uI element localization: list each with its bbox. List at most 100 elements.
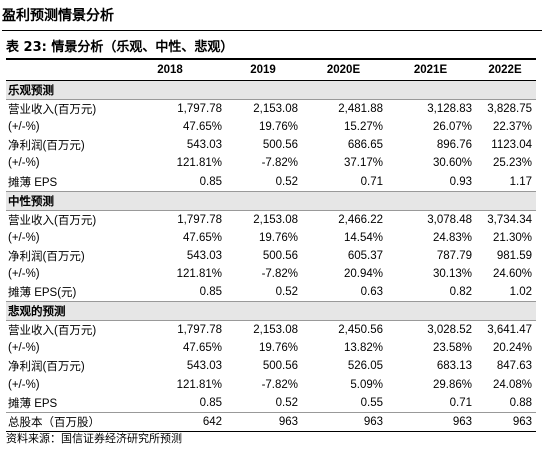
cell-value: 526.05 — [347, 360, 383, 373]
cell-value: 15.27% — [343, 121, 383, 134]
table-row: 摊薄 EPS 0.85 0.52 0.71 0.93 1.17 — [6, 172, 536, 191]
section-title: 中性预测 — [6, 190, 536, 211]
table-row: 营业收入(百万元) 1,797.78 2,153.08 2,481.88 3,128.8… — [6, 100, 536, 119]
cell-value: 0.52 — [275, 175, 298, 188]
table-row: (+/-%) 121.81% -7.82% 20.94% 30.13% 24.60% — [6, 265, 536, 283]
cell-value: 0.85 — [199, 286, 222, 299]
cell-value: 24.83% — [432, 231, 472, 244]
row-label: 摊薄 EPS — [8, 176, 58, 189]
cell-value: 47.65% — [182, 231, 222, 244]
cell-value: 24.60% — [492, 267, 532, 280]
cell-value: 0.71 — [360, 175, 383, 188]
cell-value: 500.56 — [262, 139, 298, 152]
cell-value: 121.81% — [176, 157, 222, 170]
cell-value: 605.37 — [347, 249, 383, 262]
row-label: 净利润(百万元) — [8, 361, 85, 374]
cell-value: 1.02 — [509, 286, 532, 299]
cell-value: 2,466.22 — [338, 213, 383, 226]
cell-value: 963 — [226, 411, 302, 432]
cell-value: 1,797.78 — [177, 324, 222, 337]
cell-value: 20.94% — [343, 267, 383, 280]
cell-value: 0.52 — [275, 286, 298, 299]
cell-value: 0.82 — [449, 286, 472, 299]
cell-value: 847.63 — [496, 360, 532, 373]
cell-value: 963 — [302, 411, 387, 432]
cell-value: 0.52 — [275, 396, 298, 409]
cell-value: 14.54% — [343, 231, 383, 244]
cell-value: 543.03 — [186, 360, 222, 373]
cell-value: 47.65% — [182, 121, 222, 134]
cell-value: 683.13 — [436, 360, 472, 373]
header-row: 2018 2019 2020E 2021E 2022E — [6, 59, 536, 81]
cell-value: 0.63 — [360, 286, 383, 299]
cell-value: 1.17 — [509, 175, 532, 188]
cell-value: 20.24% — [492, 342, 532, 355]
table-row: 摊薄 EPS 0.85 0.52 0.55 0.71 0.88 — [6, 394, 536, 413]
cell-value: 543.03 — [186, 139, 222, 152]
cell-value: 1,797.78 — [177, 213, 222, 226]
cell-value: 0.88 — [509, 396, 532, 409]
cell-value: 3,641.47 — [487, 324, 532, 337]
cell-value: 47.65% — [182, 342, 222, 355]
cell-value: -7.82% — [261, 378, 298, 391]
row-label: 净利润(百万元) — [8, 250, 85, 263]
row-label: 总股本（百万股） — [6, 411, 116, 432]
cell-value: 3,028.52 — [427, 324, 472, 337]
cell-value: 2,153.08 — [253, 213, 298, 226]
cell-value: 30.60% — [432, 157, 472, 170]
table-row: (+/-%) 121.81% -7.82% 37.17% 30.60% 25.23% — [6, 154, 536, 172]
cell-value: 3,078.48 — [427, 213, 472, 226]
table-row: (+/-%) 47.65% 19.76% 15.27% 26.07% 22.37% — [6, 118, 536, 136]
source-note: 资料来源：国信证券经济研究所预测 — [6, 432, 182, 445]
cell-value: 0.55 — [360, 396, 383, 409]
row-label: (+/-%) — [8, 342, 40, 355]
column-header: 2018 — [116, 59, 226, 81]
cell-value: 2,153.08 — [253, 324, 298, 337]
table-row: 净利润(百万元) 543.03 500.56 686.65 896.76 1123.04 — [6, 136, 536, 154]
cell-value: 3,734.34 — [487, 213, 532, 226]
cell-value: 19.76% — [258, 342, 298, 355]
column-header: 2021E — [387, 59, 476, 81]
cell-value: 787.79 — [436, 249, 472, 262]
section-title: 乐观预测 — [6, 79, 536, 101]
row-label: 净利润(百万元) — [8, 140, 85, 153]
row-label: (+/-%) — [8, 267, 40, 280]
table-row: 营业收入(百万元) 1,797.78 2,153.08 2,466.22 3,078.4… — [6, 210, 536, 229]
table-row: 总股本（百万股） 642 963 963 963 963 — [6, 411, 536, 432]
cell-value: 981.59 — [496, 249, 532, 262]
cell-value: 500.56 — [262, 249, 298, 262]
row-label: (+/-%) — [8, 157, 40, 170]
row-label: 摊薄 EPS(元) — [8, 287, 77, 300]
cell-value: 2,153.08 — [253, 103, 298, 116]
row-label: (+/-%) — [8, 378, 40, 391]
cell-value: 2,481.88 — [338, 103, 383, 116]
section-row: 乐观预测 — [6, 79, 536, 101]
row-label: 营业收入(百万元) — [8, 214, 97, 227]
row-label: 营业收入(百万元) — [8, 325, 97, 338]
cell-value: 13.82% — [343, 342, 383, 355]
table-row: (+/-%) 47.65% 19.76% 14.54% 24.83% 21.30% — [6, 229, 536, 247]
cell-value: 19.76% — [258, 121, 298, 134]
cell-value: 5.09% — [350, 378, 383, 391]
cell-value: 642 — [116, 411, 226, 432]
cell-value: 26.07% — [432, 121, 472, 134]
table-caption: 表 23: 情景分析（乐观、中性、悲观） — [6, 40, 234, 55]
cell-value: 0.71 — [449, 396, 472, 409]
cell-value: 24.08% — [492, 378, 532, 391]
cell-value: 3,128.83 — [427, 103, 472, 116]
table-body: 乐观预测营业收入(百万元) 1,797.78 2,153.08 2,481.88 3,1… — [6, 79, 536, 432]
table-row: 净利润(百万元) 543.03 500.56 526.05 683.13 847.63 — [6, 357, 536, 375]
section-row: 中性预测 — [6, 190, 536, 211]
forecast-table: 2018 2019 2020E 2021E 2022E 乐观预测营业收入(百万元) 1,7… — [6, 58, 536, 432]
cell-value: 896.76 — [436, 139, 472, 152]
cell-value: 23.58% — [432, 342, 472, 355]
cell-value: 21.30% — [492, 231, 532, 244]
cell-value: -7.82% — [261, 267, 298, 280]
cell-value: 37.17% — [343, 157, 383, 170]
cell-value: 500.56 — [262, 360, 298, 373]
cell-value: 1,797.78 — [177, 103, 222, 116]
cell-value: -7.82% — [261, 157, 298, 170]
cell-value: 22.37% — [492, 121, 532, 134]
cell-value: 0.93 — [449, 175, 472, 188]
